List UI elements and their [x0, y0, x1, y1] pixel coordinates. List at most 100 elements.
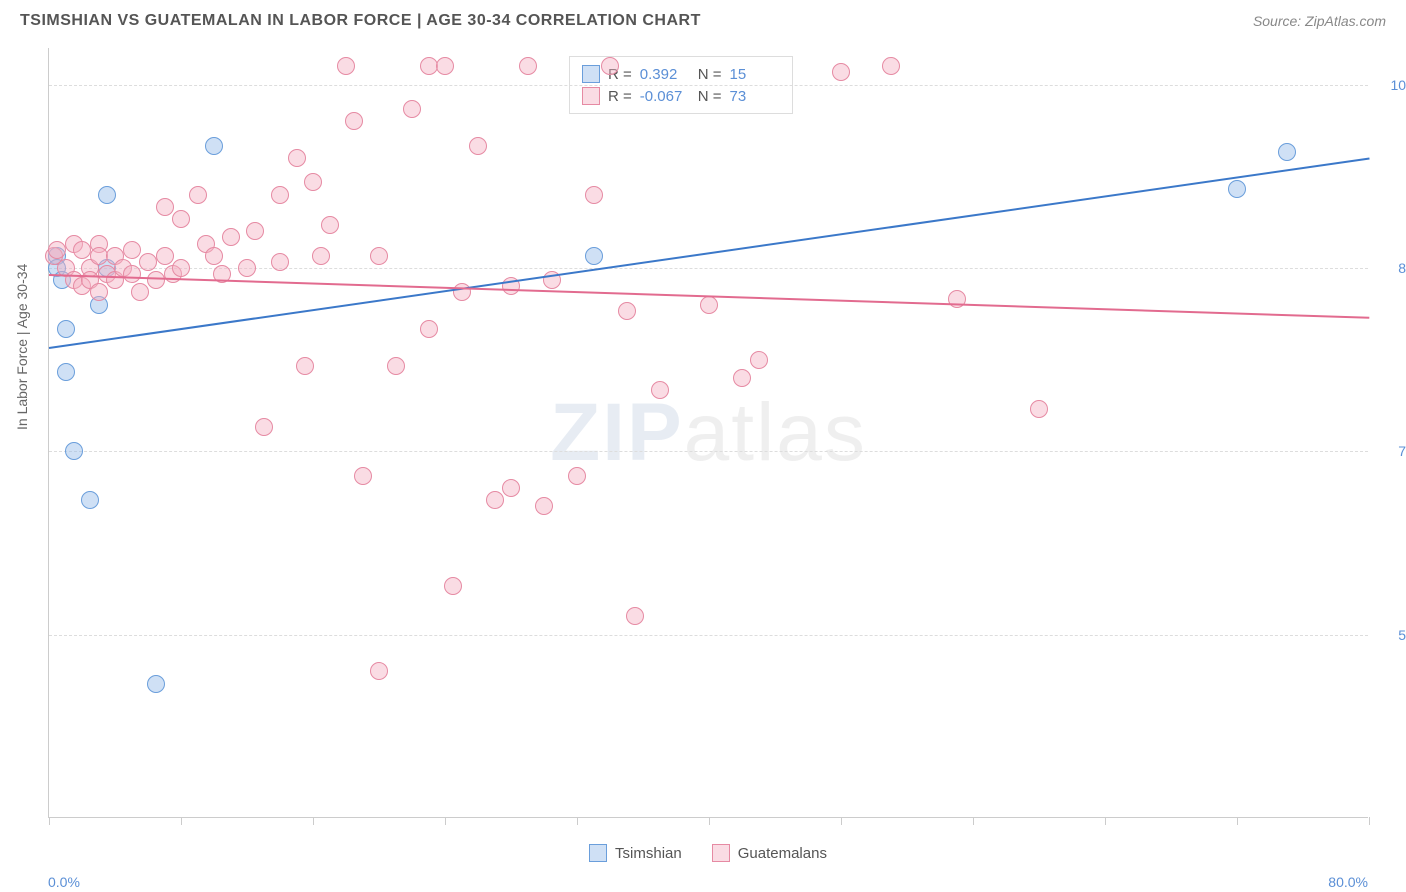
scatter-point-guatemalans [238, 259, 256, 277]
x-tick [1237, 817, 1238, 825]
scatter-point-guatemalans [172, 210, 190, 228]
chart-header: TSIMSHIAN VS GUATEMALAN IN LABOR FORCE |… [0, 0, 1406, 38]
scatter-point-guatemalans [585, 186, 603, 204]
scatter-point-guatemalans [486, 491, 504, 509]
scatter-point-guatemalans [420, 57, 438, 75]
scatter-point-guatemalans [131, 283, 149, 301]
chart-plot-area: ZIPatlas R =0.392N =15R =-0.067N =73 55.… [48, 48, 1368, 818]
scatter-point-guatemalans [172, 259, 190, 277]
scatter-point-guatemalans [700, 296, 718, 314]
scatter-point-guatemalans [222, 228, 240, 246]
scatter-point-guatemalans [651, 381, 669, 399]
correlation-row-guatemalans: R = -0.067 N = 73 [582, 85, 780, 107]
x-tick [181, 817, 182, 825]
scatter-point-tsimshian [98, 186, 116, 204]
x-tick [445, 817, 446, 825]
scatter-point-guatemalans [882, 57, 900, 75]
scatter-point-guatemalans [618, 302, 636, 320]
y-axis-title: In Labor Force | Age 30-34 [14, 264, 30, 430]
scatter-point-guatemalans [1030, 400, 1048, 418]
scatter-point-guatemalans [832, 63, 850, 81]
scatter-point-guatemalans [345, 112, 363, 130]
scatter-point-guatemalans [271, 186, 289, 204]
legend-swatch [589, 844, 607, 862]
x-tick [49, 817, 50, 825]
gridline-horizontal [49, 451, 1368, 452]
r-value: -0.067 [640, 88, 690, 105]
watermark: ZIPatlas [550, 386, 867, 480]
y-tick-label: 100.0% [1378, 77, 1406, 93]
scatter-point-guatemalans [189, 186, 207, 204]
scatter-point-guatemalans [205, 247, 223, 265]
scatter-point-tsimshian [585, 247, 603, 265]
watermark-prefix: ZIP [550, 387, 684, 478]
x-tick [1369, 817, 1370, 825]
scatter-point-guatemalans [535, 497, 553, 515]
y-tick-label: 55.0% [1378, 627, 1406, 643]
r-value: 0.392 [640, 66, 690, 83]
scatter-point-guatemalans [73, 241, 91, 259]
scatter-point-tsimshian [81, 491, 99, 509]
x-tick [577, 817, 578, 825]
n-value: 73 [730, 88, 780, 105]
x-tick [709, 817, 710, 825]
scatter-point-guatemalans [436, 57, 454, 75]
scatter-point-tsimshian [205, 137, 223, 155]
scatter-point-guatemalans [296, 357, 314, 375]
legend-item: Guatemalans [712, 844, 827, 862]
legend-item: Tsimshian [589, 844, 682, 862]
scatter-point-tsimshian [1278, 143, 1296, 161]
watermark-suffix: atlas [684, 387, 867, 478]
n-value: 15 [730, 66, 780, 83]
legend-label: Guatemalans [738, 845, 827, 862]
scatter-point-guatemalans [370, 247, 388, 265]
scatter-point-tsimshian [65, 442, 83, 460]
gridline-horizontal [49, 85, 1368, 86]
scatter-point-guatemalans [403, 100, 421, 118]
legend-swatch [712, 844, 730, 862]
scatter-point-guatemalans [387, 357, 405, 375]
scatter-point-guatemalans [420, 320, 438, 338]
scatter-point-guatemalans [444, 577, 462, 595]
chart-title: TSIMSHIAN VS GUATEMALAN IN LABOR FORCE |… [20, 12, 701, 30]
legend-label: Tsimshian [615, 845, 682, 862]
scatter-point-guatemalans [519, 57, 537, 75]
scatter-point-guatemalans [337, 57, 355, 75]
scatter-point-guatemalans [354, 467, 372, 485]
scatter-point-guatemalans [123, 265, 141, 283]
scatter-point-guatemalans [469, 137, 487, 155]
x-min-label: 0.0% [48, 874, 80, 890]
scatter-point-guatemalans [733, 369, 751, 387]
scatter-point-guatemalans [750, 351, 768, 369]
scatter-point-guatemalans [156, 198, 174, 216]
x-max-label: 80.0% [1328, 874, 1368, 890]
scatter-point-guatemalans [312, 247, 330, 265]
source-label: Source: ZipAtlas.com [1253, 13, 1386, 29]
trend-line-tsimshian [49, 158, 1369, 349]
scatter-point-guatemalans [156, 247, 174, 265]
r-label: R = [608, 88, 632, 105]
x-tick [313, 817, 314, 825]
gridline-horizontal [49, 635, 1368, 636]
scatter-point-guatemalans [568, 467, 586, 485]
scatter-point-guatemalans [139, 253, 157, 271]
scatter-point-tsimshian [57, 363, 75, 381]
n-label: N = [698, 66, 722, 83]
x-tick [973, 817, 974, 825]
scatter-point-guatemalans [255, 418, 273, 436]
y-tick-label: 85.0% [1378, 260, 1406, 276]
n-label: N = [698, 88, 722, 105]
scatter-point-guatemalans [321, 216, 339, 234]
scatter-point-guatemalans [90, 283, 108, 301]
y-tick-label: 70.0% [1378, 443, 1406, 459]
scatter-point-guatemalans [370, 662, 388, 680]
scatter-point-tsimshian [1228, 180, 1246, 198]
x-tick [841, 817, 842, 825]
scatter-point-tsimshian [57, 320, 75, 338]
scatter-point-guatemalans [288, 149, 306, 167]
scatter-point-guatemalans [48, 241, 66, 259]
scatter-point-guatemalans [147, 271, 165, 289]
legend-swatch [582, 65, 600, 83]
scatter-point-guatemalans [90, 247, 108, 265]
scatter-point-guatemalans [626, 607, 644, 625]
